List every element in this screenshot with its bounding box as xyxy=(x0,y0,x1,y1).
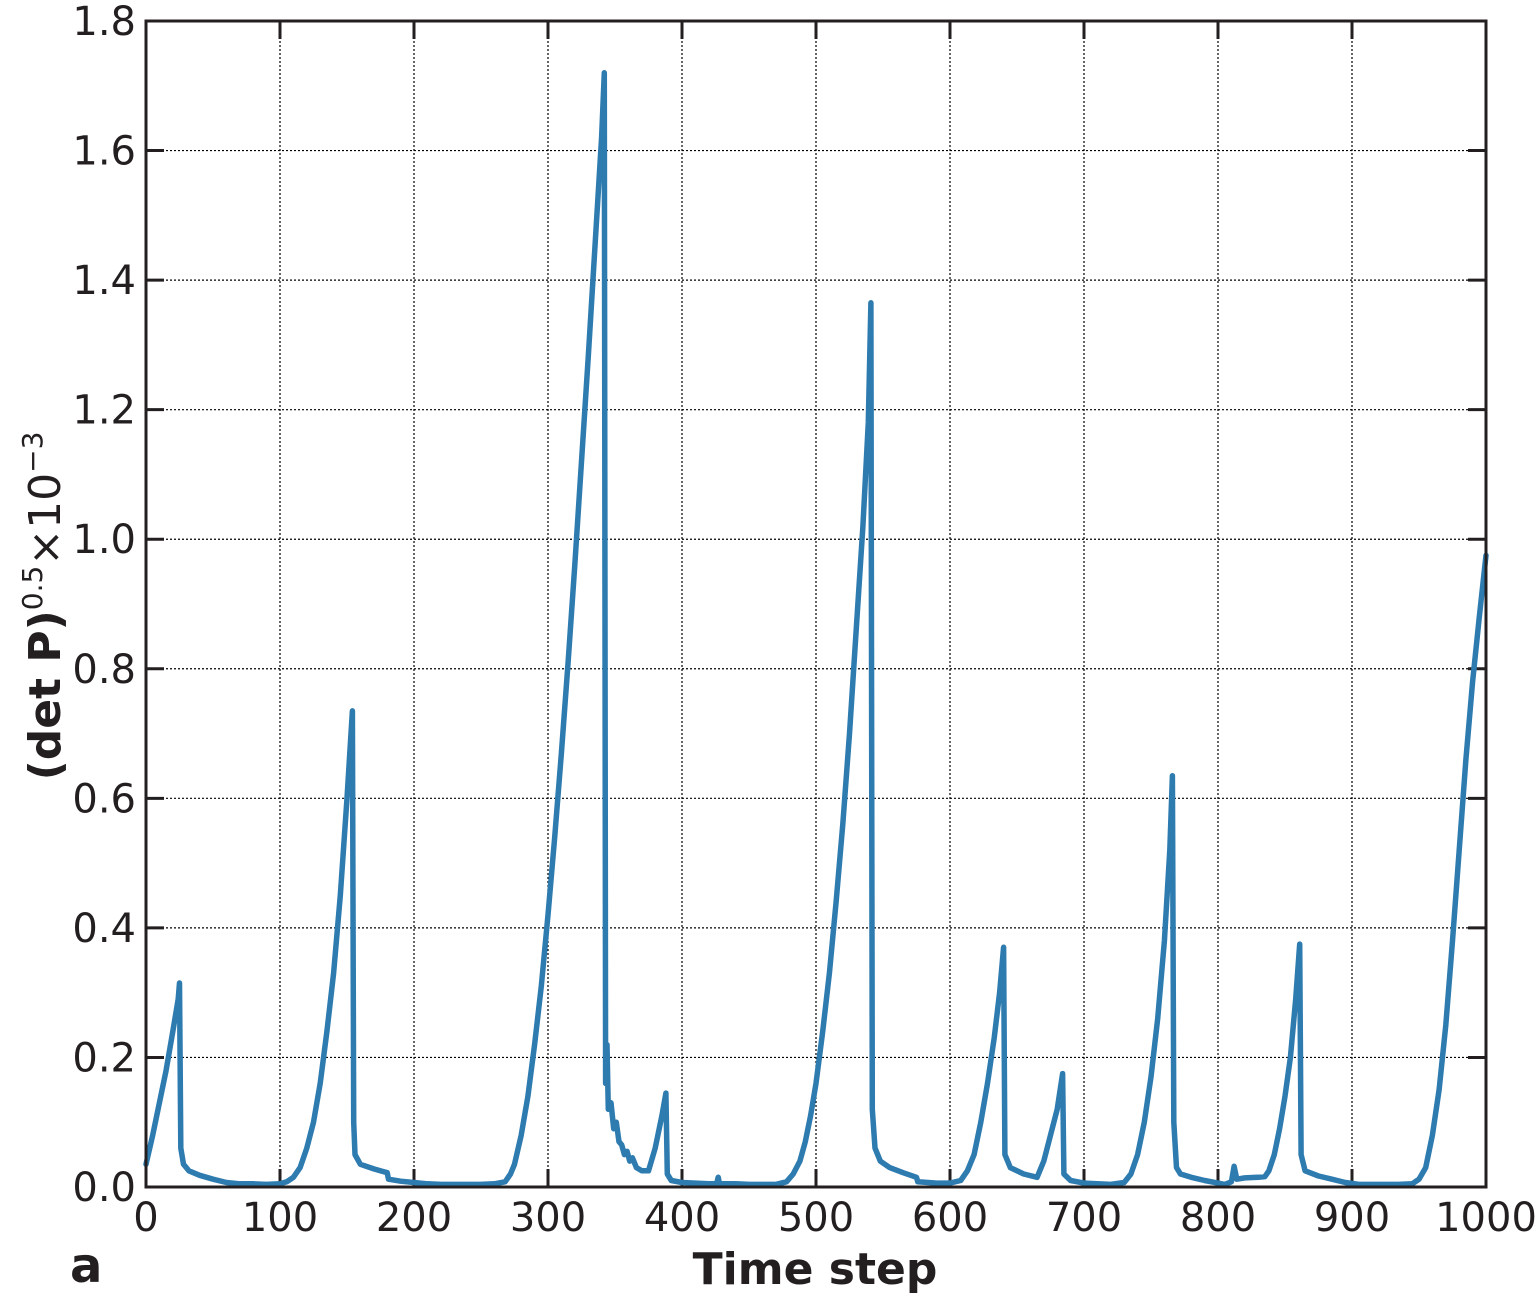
x-axis-title: Time step xyxy=(693,1244,938,1295)
plot-frame xyxy=(144,19,1488,1189)
grid-lines xyxy=(146,21,1486,1187)
x-tick-label: 700 xyxy=(1046,1195,1122,1241)
panel-label: a xyxy=(70,1238,102,1294)
x-tick-label: 400 xyxy=(644,1195,720,1241)
y-tick-label: 1.6 xyxy=(72,129,136,175)
y-axis-title: (det P)0.5×10−3 xyxy=(16,432,71,781)
x-tick-label: 600 xyxy=(912,1195,988,1241)
y-tick-label: 1.0 xyxy=(72,517,136,563)
x-tick-label: 0 xyxy=(133,1195,158,1241)
y-tick-label: 0.2 xyxy=(72,1035,136,1081)
y-axis-title-main: (det P) xyxy=(20,610,71,780)
series-line xyxy=(143,70,1489,1188)
x-tick-label: 100 xyxy=(242,1195,318,1241)
y-tick-label: 0.8 xyxy=(72,647,136,693)
y-tick-label: 0.0 xyxy=(72,1165,136,1211)
x-tick-label: 500 xyxy=(778,1195,854,1241)
y-axis-title-sup1: 0.5 xyxy=(16,566,49,611)
y-tick-label: 0.6 xyxy=(72,776,136,822)
y-tick-label: 0.4 xyxy=(72,906,136,952)
x-tick-label: 200 xyxy=(376,1195,452,1241)
axis-ticks xyxy=(146,21,1486,1187)
x-tick-label: 300 xyxy=(510,1195,586,1241)
x-tick-label: 800 xyxy=(1180,1195,1256,1241)
y-axis-title-times: ×10 xyxy=(20,473,71,566)
x-tick-label: 900 xyxy=(1314,1195,1390,1241)
y-tick-label: 1.4 xyxy=(72,258,136,304)
y-tick-labels: 0.0 0.2 0.4 0.6 0.8 1.0 1.2 1.4 1.6 1.8 xyxy=(72,0,136,1211)
y-tick-label: 1.8 xyxy=(72,0,136,45)
y-tick-label: 1.2 xyxy=(72,388,136,434)
y-axis-title-sup2: −3 xyxy=(16,432,49,473)
x-tick-label: 1000 xyxy=(1435,1195,1537,1241)
x-tick-labels: 0 100 200 300 400 500 600 700 800 900 1000 xyxy=(133,1195,1537,1241)
